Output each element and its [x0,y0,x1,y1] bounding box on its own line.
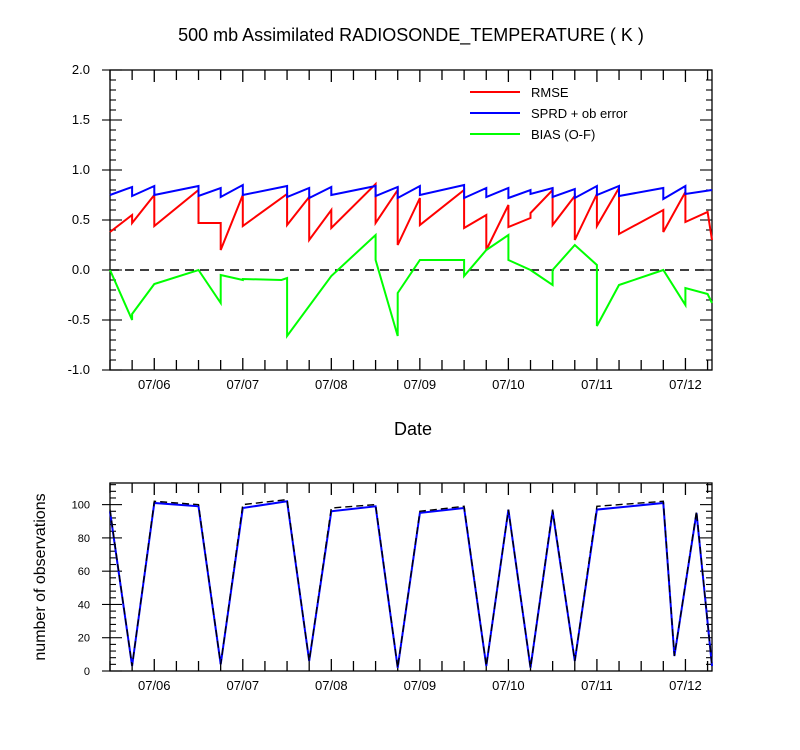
top-y-tick-label: 0.5 [72,212,90,227]
top-x-tick-label: 07/10 [492,377,525,392]
legend-label: BIAS (O-F) [531,127,595,142]
top-y-tick-label: -0.5 [68,312,90,327]
bottom-x-tick-label: 07/12 [669,678,702,693]
top-x-tick-label: 07/08 [315,377,348,392]
top-panel: 07/06 07/07 07/08 07/09 07/10 07/11 07/12 2.0 1.… [68,62,713,392]
top-x-tick-label: 07/06 [138,377,171,392]
bottom-y-tick-label: 0 [84,666,90,678]
bottom-x-tick-label: 07/11 [581,678,613,693]
legend: RMSE SPRD + ob error BIAS (O-F) [470,85,628,142]
top-y-tick-label: 2.0 [72,62,90,77]
top-x-tick-label: 07/12 [669,377,702,392]
legend-label: RMSE [531,85,569,100]
chart-title: 500 mb Assimilated RADIOSONDE_TEMPERATUR… [178,25,644,46]
bottom-x-tick-label: 07/06 [138,678,171,693]
bottom-y-tick-label: 100 [72,500,90,512]
bottom-x-tick-label: 07/08 [315,678,348,693]
top-series-bias-o-f [109,232,713,340]
top-x-tick-label: 07/11 [581,377,613,392]
bottom-y-tick-label: 20 [78,633,90,645]
bottom-x-tick-label: 07/07 [227,678,260,693]
bottom-y-tick-label: 40 [78,599,90,611]
top-x-tick-label: 07/09 [404,377,437,392]
bottom-x-tick-label: 07/09 [404,678,437,693]
bottom-y-tick-label: 80 [78,533,90,545]
bottom-x-tick-label: 07/10 [492,678,525,693]
top-y-tick-label: 0.0 [72,262,90,277]
top-y-tick-label: -1.0 [68,362,90,377]
y-axis-label-bottom: number of observations [32,493,49,660]
bottom-series-assimilated [109,500,713,668]
bottom-y-tick-label: 60 [78,566,90,578]
top-x-tick-label: 07/07 [227,377,260,392]
legend-label: SPRD + ob error [531,106,628,121]
bottom-plot-frame [109,482,713,672]
bottom-panel: 07/06 07/07 07/08 07/09 07/10 07/11 07/12 100 80… [72,482,713,693]
top-series-sprd-ob-error [109,183,713,201]
top-y-tick-label: 1.5 [72,112,90,127]
top-series-rmse [109,181,713,251]
top-y-tick-label: 1.0 [72,162,90,177]
bottom-series-total [109,498,713,668]
x-axis-label: Date [394,419,432,439]
